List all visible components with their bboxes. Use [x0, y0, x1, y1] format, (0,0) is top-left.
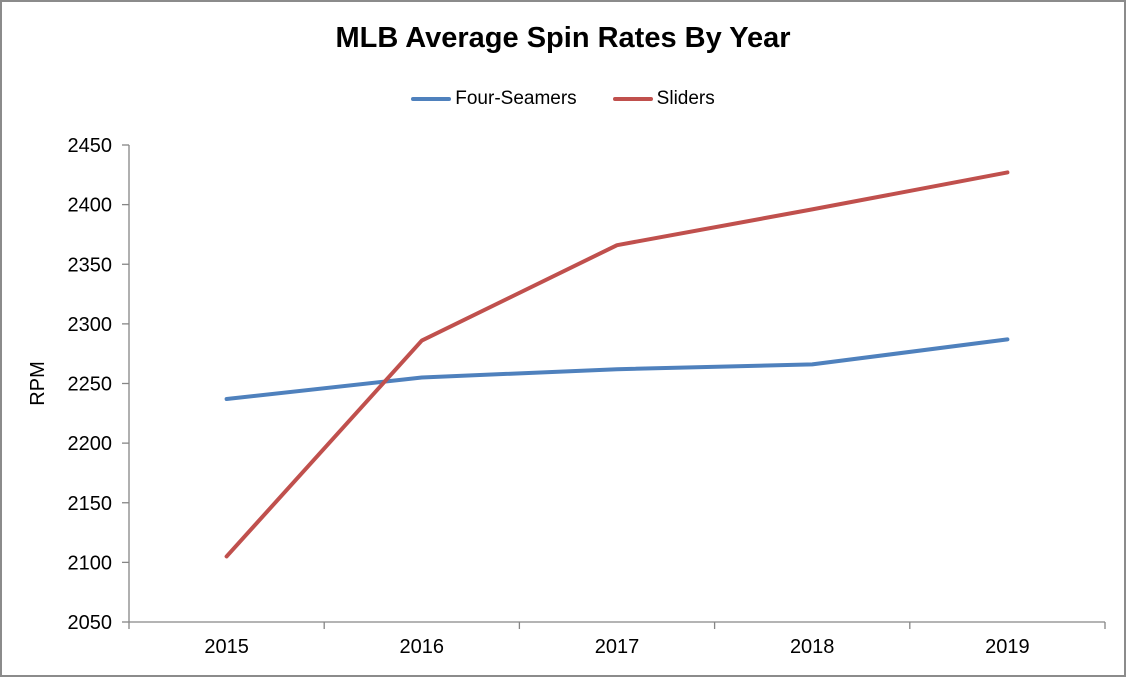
x-tick-label: 2019	[985, 636, 1030, 658]
series-line-sliders	[224, 170, 1010, 559]
x-tick-label: 2015	[204, 636, 249, 658]
legend-item-sliders: Sliders	[612, 88, 715, 110]
x-tick-label: 2016	[400, 636, 445, 658]
y-tick-label: 2100	[68, 552, 113, 574]
legend: Four-Seamers Sliders	[2, 88, 1124, 110]
legend-swatch-four-seamers	[411, 97, 452, 101]
y-tick-label: 2150	[68, 493, 113, 515]
y-axis-title: RPM	[27, 361, 49, 405]
legend-label-four-seamers: Four-Seamers	[455, 88, 577, 109]
legend-item-four-seamers: Four-Seamers	[411, 88, 577, 110]
y-tick-label: 2450	[68, 135, 113, 157]
y-tick-label: 2050	[68, 612, 113, 634]
x-tick-label: 2018	[790, 636, 835, 658]
y-tick-label: 2400	[68, 195, 113, 217]
y-tick-label: 2300	[68, 314, 113, 336]
x-tick-label: 2017	[595, 636, 640, 658]
legend-swatch-sliders	[612, 97, 653, 101]
series-line-four-seamers	[224, 337, 1010, 402]
y-tick-label: 2250	[68, 374, 113, 396]
chart-title: MLB Average Spin Rates By Year	[335, 22, 791, 54]
y-tick-label: 2350	[68, 254, 113, 276]
legend-label-sliders: Sliders	[656, 88, 715, 109]
y-tick-label: 2200	[68, 433, 113, 455]
